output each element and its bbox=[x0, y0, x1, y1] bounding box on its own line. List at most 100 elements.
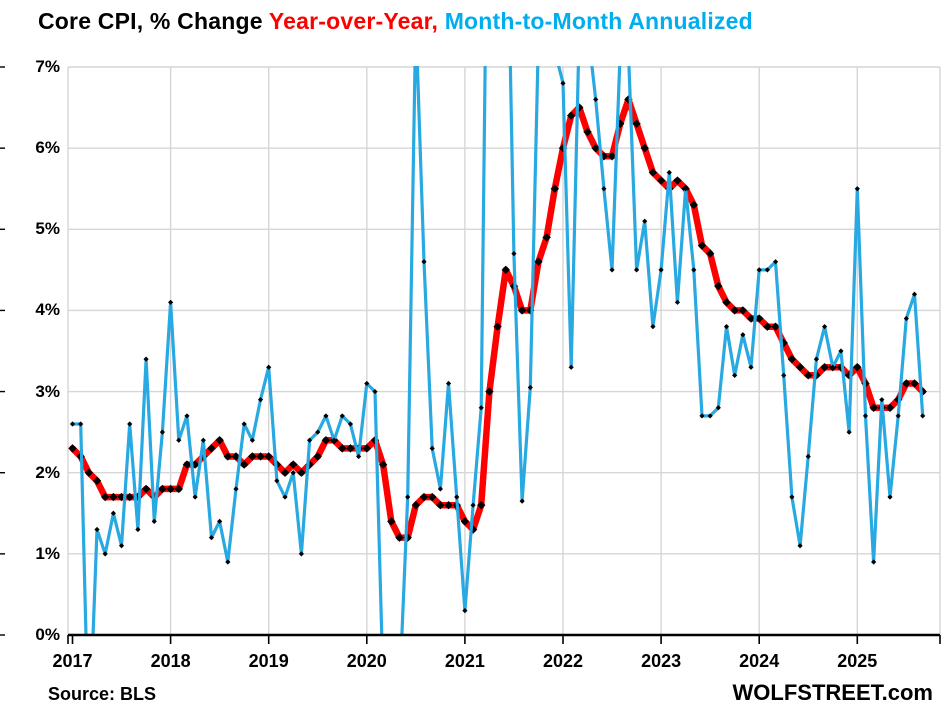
mom-series-marker bbox=[315, 429, 321, 435]
mom-series-marker bbox=[805, 453, 811, 460]
mom-series-marker bbox=[633, 267, 640, 273]
yoy-series-marker bbox=[648, 168, 658, 177]
y-tick-label: 4% bbox=[35, 300, 60, 320]
mom-series-marker bbox=[879, 397, 885, 403]
mom-series-marker bbox=[740, 332, 746, 338]
mom-series-marker bbox=[568, 364, 574, 370]
yoy-series-marker bbox=[787, 354, 797, 364]
mom-series-marker bbox=[797, 543, 803, 549]
yoy-series-marker bbox=[705, 249, 715, 258]
mom-series-marker bbox=[691, 267, 697, 273]
mom-series-marker bbox=[192, 494, 198, 500]
mom-series-marker bbox=[756, 267, 762, 273]
mom-series bbox=[69, 66, 926, 636]
mom-series-marker bbox=[290, 470, 296, 476]
yoy-series-marker bbox=[313, 452, 322, 461]
yoy-series-marker bbox=[607, 152, 617, 161]
yoy-series-marker bbox=[485, 387, 494, 396]
yoy-series-marker bbox=[869, 403, 878, 412]
yoy-series-marker bbox=[755, 314, 764, 323]
mom-series-marker bbox=[846, 429, 852, 435]
yoy-series-marker bbox=[256, 452, 265, 461]
mom-series-marker bbox=[650, 324, 656, 330]
mom-series-marker bbox=[830, 364, 836, 370]
x-tick-label: 2025 bbox=[837, 651, 878, 671]
yoy-series-marker bbox=[656, 176, 666, 185]
yoy-series-marker bbox=[714, 281, 723, 291]
yoy-series-marker bbox=[542, 233, 551, 242]
yoy-series-marker bbox=[207, 444, 216, 453]
mom-series-marker bbox=[813, 356, 820, 362]
mom-series-marker bbox=[298, 551, 304, 557]
yoy-series-marker bbox=[239, 460, 249, 469]
yoy-series-marker bbox=[338, 444, 347, 453]
yoy-series-marker bbox=[346, 444, 355, 453]
x-tick-label: 2019 bbox=[248, 651, 289, 671]
mom-series-marker bbox=[405, 494, 411, 500]
yoy-series-marker bbox=[526, 306, 535, 315]
mom-series-marker bbox=[372, 388, 378, 395]
yoy-series-marker bbox=[632, 119, 641, 128]
mom-series-marker bbox=[323, 413, 329, 419]
yoy-series-marker bbox=[591, 143, 600, 153]
x-tick-label: 2018 bbox=[150, 651, 191, 671]
yoy-series-marker bbox=[109, 492, 118, 502]
y-tick-label: 3% bbox=[35, 381, 60, 401]
yoy-series-marker bbox=[387, 517, 396, 526]
yoy-series-marker bbox=[321, 436, 331, 445]
yoy-series-marker bbox=[92, 476, 102, 486]
yoy-series-marker bbox=[534, 257, 543, 266]
yoy-series-marker bbox=[158, 484, 167, 494]
yoy-series-marker bbox=[804, 371, 813, 380]
y-tick-label: 7% bbox=[35, 57, 60, 76]
mom-series-marker bbox=[347, 421, 354, 427]
wolfstreet-watermark: WOLFSTREET.com bbox=[732, 680, 933, 705]
mom-series-line bbox=[70, 66, 925, 636]
yoy-series-marker bbox=[566, 111, 576, 120]
x-tick-label: 2024 bbox=[739, 651, 780, 671]
y-tick-label: 6% bbox=[35, 138, 60, 158]
mom-series-marker bbox=[127, 421, 133, 427]
mom-series-marker bbox=[462, 608, 468, 614]
mom-series-marker bbox=[862, 413, 869, 419]
yoy-series-marker bbox=[411, 500, 421, 510]
yoy-series-marker bbox=[444, 500, 453, 510]
mom-series-marker bbox=[266, 364, 272, 370]
yoy-series-marker bbox=[583, 127, 592, 137]
mom-series-marker bbox=[249, 437, 255, 443]
x-tick-label: 2020 bbox=[346, 651, 387, 671]
yoy-series-marker bbox=[166, 484, 175, 494]
yoy-series-marker bbox=[517, 306, 527, 315]
mom-series-marker bbox=[593, 96, 599, 103]
yoy-series-marker bbox=[918, 387, 927, 396]
yoy-series-marker bbox=[746, 314, 756, 323]
yoy-series-marker bbox=[795, 363, 805, 372]
y-tick-label: 1% bbox=[35, 543, 60, 563]
mom-series-marker bbox=[364, 380, 370, 387]
title-core-cpi: Core CPI, % Change bbox=[38, 8, 269, 34]
mom-series-marker bbox=[715, 405, 721, 411]
mom-series-marker bbox=[356, 453, 362, 460]
yoy-series-marker bbox=[689, 200, 698, 210]
yoy-series-marker bbox=[362, 444, 371, 453]
source-note: Source: BLS bbox=[48, 684, 157, 704]
yoy-series-marker bbox=[297, 468, 306, 477]
mom-series-marker bbox=[429, 445, 435, 451]
mom-series-marker bbox=[470, 502, 476, 508]
x-tick-label: 2021 bbox=[444, 651, 485, 671]
yoy-series-marker bbox=[910, 379, 919, 388]
yoy-series-marker bbox=[125, 492, 134, 502]
mom-series-marker bbox=[69, 421, 76, 427]
yoy-series-marker bbox=[280, 468, 290, 477]
yoy-series-marker bbox=[738, 306, 748, 315]
yoy-series-marker bbox=[223, 452, 233, 461]
mom-series-marker bbox=[748, 364, 754, 370]
yoy-series-marker bbox=[174, 484, 183, 494]
yoy-series-marker bbox=[820, 363, 829, 372]
mom-series-marker bbox=[772, 259, 779, 265]
yoy-series-marker bbox=[419, 492, 429, 502]
yoy-series-marker bbox=[84, 468, 94, 477]
mom-series-marker bbox=[118, 543, 125, 549]
yoy-series-marker bbox=[248, 452, 257, 461]
